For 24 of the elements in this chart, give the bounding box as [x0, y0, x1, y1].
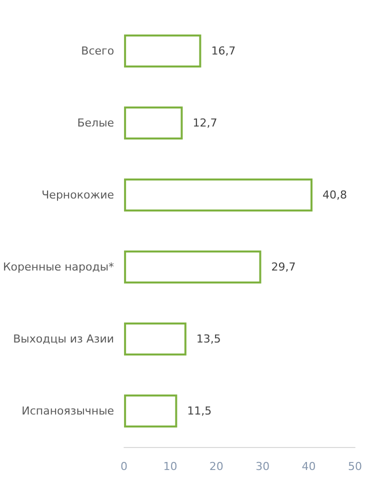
data-label: 12,7 — [192, 116, 218, 130]
data-label: 13,5 — [196, 332, 221, 346]
x-tick-label: 40 — [302, 460, 316, 473]
y-tick-label: Белые — [77, 116, 114, 130]
y-tick-label: Всего — [81, 44, 114, 58]
bar — [124, 322, 186, 356]
bar — [124, 250, 262, 284]
x-tick-label: 30 — [256, 460, 270, 473]
y-tick-label: Испаноязычные — [22, 404, 114, 418]
x-tick-label: 0 — [120, 460, 128, 473]
bar — [124, 34, 202, 68]
y-tick-label: Коренные народы* — [2, 260, 115, 274]
data-label: 29,7 — [271, 260, 296, 274]
y-tick-label: Чернокожие — [42, 188, 114, 202]
y-tick-label: Выходцы из Азии — [13, 332, 114, 346]
data-label: 16,7 — [211, 44, 236, 58]
bar — [124, 178, 313, 212]
data-label: 11,5 — [187, 404, 212, 418]
bar — [124, 106, 183, 140]
x-tick-label: 20 — [209, 460, 224, 473]
data-label: 40,8 — [322, 188, 348, 202]
x-tick-label: 10 — [163, 460, 178, 473]
bar — [124, 394, 178, 428]
x-tick-label: 50 — [348, 460, 362, 473]
